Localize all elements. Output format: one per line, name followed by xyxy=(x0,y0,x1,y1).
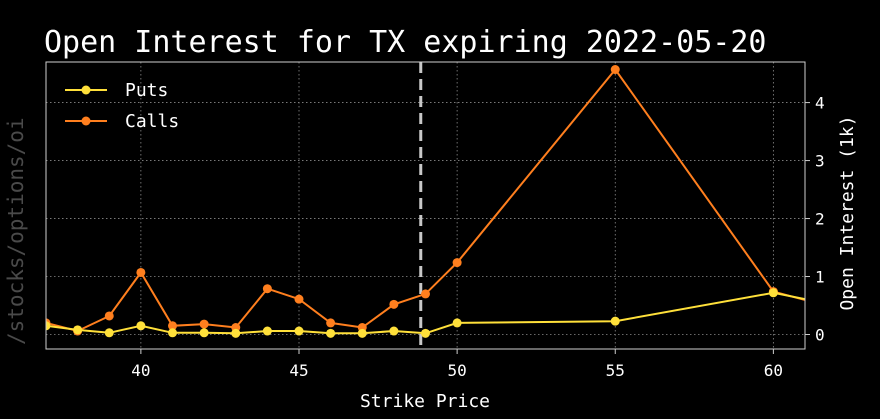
x-tick-label-60: 60 xyxy=(764,361,783,380)
legend-label-puts: Puts xyxy=(125,80,168,101)
data-point-calls-44 xyxy=(262,284,272,294)
x-tick-label-50: 50 xyxy=(447,361,466,380)
x-axis-label: Strike Price xyxy=(360,391,490,412)
data-point-calls-46 xyxy=(326,318,336,328)
data-point-calls-49 xyxy=(421,289,430,299)
chart-title: Open Interest for TX expiring 2022-05-20 xyxy=(44,25,766,60)
series-clip-group xyxy=(46,65,805,338)
data-point-puts-44 xyxy=(262,326,272,336)
plot-frame xyxy=(45,61,806,350)
data-point-calls-41 xyxy=(168,321,177,331)
data-point-calls-50 xyxy=(452,258,462,268)
data-point-puts-41 xyxy=(168,328,177,338)
series-layer xyxy=(46,65,805,338)
data-point-puts-40 xyxy=(136,321,146,331)
data-point-puts-42 xyxy=(199,328,209,338)
x-tick-label-55: 55 xyxy=(606,361,625,380)
data-point-calls-48 xyxy=(389,299,399,309)
ticks: 40 45 50 55 60 0 1 2 3 4 xyxy=(131,94,824,380)
watermark: /stocks/options/oi xyxy=(4,117,28,345)
data-point-puts-43 xyxy=(231,328,241,338)
data-point-puts-55 xyxy=(610,316,620,326)
data-point-calls-42 xyxy=(199,319,209,329)
x-tick-label-45: 45 xyxy=(289,361,308,380)
data-point-puts-47 xyxy=(357,328,367,338)
legend-marker-calls xyxy=(81,116,91,126)
data-point-puts-60 xyxy=(768,288,778,298)
y-tick-label-0: 0 xyxy=(815,326,825,345)
grid xyxy=(46,62,805,349)
series-line-calls xyxy=(46,67,805,333)
data-point-puts-37 xyxy=(46,321,51,331)
y-tick-label-2: 2 xyxy=(815,210,825,229)
data-point-calls-39 xyxy=(104,311,114,321)
data-point-calls-55 xyxy=(610,65,620,75)
data-point-puts-38 xyxy=(73,325,83,335)
y-tick-label-4: 4 xyxy=(815,94,825,113)
series-line-puts xyxy=(46,291,805,335)
y-tick-label-3: 3 xyxy=(815,152,825,171)
data-point-puts-50 xyxy=(452,318,462,328)
data-point-puts-46 xyxy=(326,328,336,338)
data-point-puts-49 xyxy=(421,328,430,338)
data-point-puts-39 xyxy=(104,328,114,338)
legend: Puts Calls xyxy=(65,80,179,132)
y-tick-label-1: 1 xyxy=(815,268,825,287)
data-point-puts-45 xyxy=(294,326,304,336)
data-point-calls-40 xyxy=(136,267,146,277)
data-point-calls-45 xyxy=(294,294,304,304)
legend-marker-puts xyxy=(81,85,91,95)
data-point-puts-48 xyxy=(389,326,399,336)
legend-label-calls: Calls xyxy=(125,111,179,132)
x-tick-label-40: 40 xyxy=(131,361,150,380)
y-axis-label: Open Interest (1k) xyxy=(837,115,858,310)
